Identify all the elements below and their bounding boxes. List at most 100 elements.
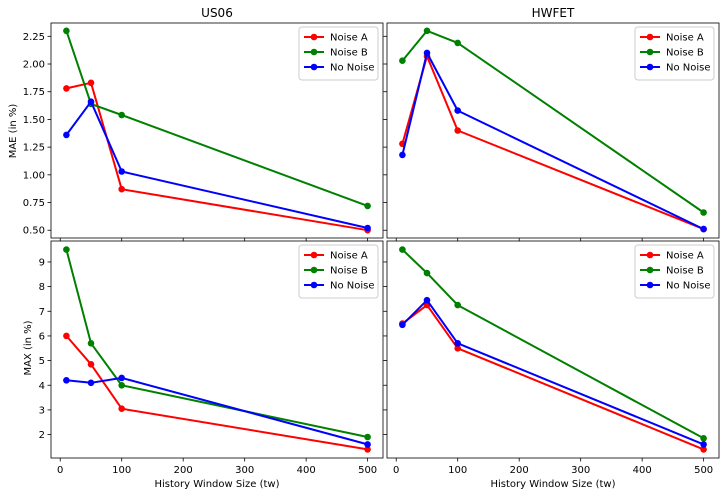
data-point-no-noise: [700, 441, 707, 448]
legend: Noise A Noise B No Noise: [634, 244, 715, 299]
panel-hwfet-mae: HWFET Noise A Noise B No Noise: [383, 6, 720, 242]
data-point-no-noise: [364, 441, 371, 448]
data-point-noise-a: [63, 332, 70, 340]
data-point-noise-b: [700, 435, 707, 442]
data-point-noise-a: [87, 79, 95, 87]
plot-frame: [50, 240, 384, 459]
data-point-no-noise: [423, 296, 431, 304]
x-axis-label-right: History Window Size (tw): [491, 479, 616, 490]
series-line-no-noise: [401, 299, 704, 446]
legend-label-no-noise: No Noise: [330, 63, 375, 74]
data-point-noise-b: [63, 27, 70, 35]
y-tick-label: 1.75: [23, 87, 45, 98]
legend: Noise A Noise B No Noise: [634, 26, 715, 81]
legend-label-noise-b: Noise B: [330, 48, 368, 59]
legend-marker-no-noise: [646, 63, 654, 71]
y-tick-label: 2.25: [23, 32, 45, 43]
series-line-no-noise: [401, 51, 705, 231]
legend-label-noise-a: Noise A: [666, 33, 704, 44]
legend-marker-noise-b: [646, 48, 654, 56]
legend-label-no-noise: No Noise: [666, 63, 711, 74]
plot-frame: [386, 240, 720, 459]
x-tick-label: 500: [358, 465, 377, 476]
y-tick-label: 1.00: [23, 170, 45, 181]
data-point-noise-b: [454, 39, 462, 47]
data-point-no-noise: [118, 374, 125, 382]
series-line-noise-b: [401, 248, 705, 440]
data-point-no-noise: [87, 379, 95, 387]
legend-marker-no-noise: [646, 281, 654, 289]
data-point-noise-b: [118, 111, 125, 119]
data-point-no-noise: [364, 224, 371, 232]
legend-marker-noise-b: [310, 266, 318, 274]
legend-label-noise-b: Noise B: [330, 266, 368, 277]
legend-label-no-noise: No Noise: [666, 281, 711, 292]
y-tick-label: 2.00: [23, 60, 45, 71]
legend: Noise A Noise B No Noise: [298, 244, 379, 299]
legend-marker-no-noise: [310, 63, 318, 71]
data-point-noise-b: [118, 382, 125, 389]
x-tick-label: 400: [297, 465, 316, 476]
series-line-noise-b: [65, 30, 368, 207]
panel-hwfet-max: 0 100 200 300 400 500 Noise A Noise B No Noise: [383, 240, 720, 476]
data-point-noise-b: [399, 246, 406, 253]
panel-title: US06: [201, 6, 233, 20]
x-tick-label: 300: [571, 465, 590, 476]
y-tick-label: 9: [39, 257, 45, 268]
data-point-noise-a: [63, 85, 70, 92]
y-tick-label: 1.25: [23, 143, 45, 154]
y-tick-label: 4: [39, 381, 45, 392]
data-point-noise-a: [454, 127, 462, 134]
data-point-no-noise: [454, 340, 462, 347]
x-tick-label: 200: [510, 465, 529, 476]
data-point-noise-a: [118, 405, 125, 413]
x-tick-label: 500: [694, 465, 713, 476]
series-line-noise-a: [65, 335, 368, 451]
plot-frame: [386, 22, 720, 239]
y-tick-label: 0.75: [23, 198, 45, 209]
data-point-noise-b: [700, 209, 707, 216]
data-point-no-noise: [454, 107, 462, 114]
legend-label-noise-a: Noise A: [330, 33, 368, 44]
y-tick-label: 8: [39, 282, 45, 293]
legend-marker-noise-a: [646, 251, 654, 259]
data-point-noise-b: [63, 246, 70, 253]
y-tick-label: 5: [39, 356, 45, 367]
data-point-no-noise: [399, 151, 406, 159]
series-line-no-noise: [66, 376, 368, 446]
x-tick-label: 0: [57, 465, 63, 476]
data-point-noise-a: [700, 446, 707, 453]
data-point-noise-a: [454, 345, 462, 352]
legend-marker-noise-a: [646, 33, 654, 41]
legend-label-noise-b: Noise B: [666, 48, 704, 59]
top-row-y-axis-label: MAE (in %): [8, 104, 19, 159]
legend-marker-noise-b: [310, 48, 318, 56]
x-tick-label: 300: [235, 465, 254, 476]
legend-label-noise-a: Noise A: [330, 251, 368, 262]
y-tick-label: 7: [39, 307, 45, 318]
legend-marker-noise-b: [646, 266, 654, 274]
data-point-noise-a: [118, 185, 125, 193]
series-line-noise-b: [401, 29, 705, 214]
y-tick-label: 2: [39, 430, 45, 441]
x-tick-label: 100: [448, 465, 467, 476]
x-axis-label-left: History Window Size (tw): [155, 479, 280, 490]
series-line-noise-a: [401, 304, 704, 451]
bottom-row-y-axis-label: MAX (in %): [23, 320, 34, 375]
legend-label-no-noise: No Noise: [330, 281, 375, 292]
legend-label-noise-b: Noise B: [666, 266, 704, 277]
data-point-noise-b: [423, 27, 431, 35]
y-tick-label: 6: [39, 331, 45, 342]
panel-title: HWFET: [532, 6, 575, 20]
data-point-no-noise: [63, 131, 70, 139]
legend-marker-noise-a: [310, 33, 318, 41]
data-point-noise-a: [364, 446, 371, 453]
panel-us06-mae: US06 0.50 0.75 1.00 1.25 1.50 1.75 2.00 2.25 Nois…: [23, 6, 384, 242]
data-point-no-noise: [399, 321, 406, 329]
legend: Noise A Noise B No Noise: [298, 26, 379, 81]
data-point-no-noise: [423, 49, 431, 57]
legend-label-noise-a: Noise A: [666, 251, 704, 262]
series-line-no-noise: [65, 100, 368, 229]
